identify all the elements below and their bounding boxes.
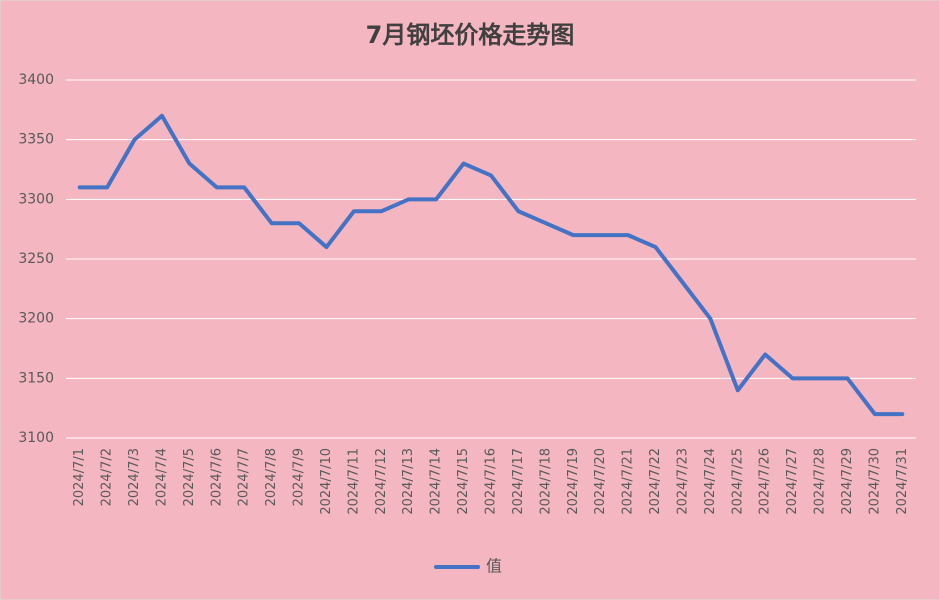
x-tick-label: 2024/7/24 (703, 448, 718, 515)
x-tick-label: 2024/7/25 (730, 448, 745, 515)
x-tick-label: 2024/7/11 (346, 448, 361, 515)
x-tick-label: 2024/7/5 (182, 448, 197, 506)
x-tick-label: 2024/7/14 (429, 448, 444, 515)
y-tick-label: 3200 (18, 311, 54, 327)
y-tick-label: 3150 (18, 370, 54, 386)
x-tick-label: 2024/7/8 (264, 448, 279, 506)
x-tick-label: 2024/7/23 (675, 448, 690, 515)
x-tick-label: 2024/7/6 (209, 448, 224, 506)
x-tick-label: 2024/7/4 (154, 448, 169, 506)
x-tick-label: 2024/7/13 (401, 448, 416, 515)
y-tick-label: 3100 (18, 430, 54, 446)
x-tick-label: 2024/7/18 (538, 448, 553, 515)
x-tick-label: 2024/7/9 (292, 448, 307, 506)
x-tick-label: 2024/7/26 (758, 448, 773, 515)
data-line (77, 113, 905, 417)
y-tick-label: 3250 (18, 251, 54, 267)
x-tick-label: 2024/7/3 (127, 448, 142, 506)
x-tick-label: 2024/7/20 (593, 448, 608, 515)
x-tick-label: 2024/7/16 (484, 448, 499, 515)
x-tick-label: 2024/7/22 (648, 448, 663, 515)
x-tick-label: 2024/7/27 (785, 448, 800, 515)
x-tick-label: 2024/7/10 (319, 448, 334, 515)
legend-label: 值 (486, 557, 502, 576)
x-tick-label: 2024/7/30 (867, 448, 882, 515)
x-tick-label: 2024/7/17 (511, 448, 526, 515)
y-tick-label: 3400 (18, 72, 54, 88)
x-tick-label: 2024/7/31 (895, 448, 910, 515)
x-tick-label: 2024/7/12 (374, 448, 389, 515)
x-tick-label: 2024/7/29 (840, 448, 855, 515)
x-tick-label: 2024/7/19 (566, 448, 581, 515)
chart-title: 7月钢坯价格走势图 (366, 21, 575, 49)
x-tick-label: 2024/7/7 (237, 448, 252, 506)
x-tick-label: 2024/7/21 (621, 448, 636, 515)
x-tick-label: 2024/7/15 (456, 448, 471, 515)
x-tick-label: 2024/7/2 (100, 448, 115, 506)
y-tick-label: 3350 (18, 132, 54, 148)
x-tick-label: 2024/7/28 (813, 448, 828, 515)
y-tick-label: 3300 (18, 191, 54, 207)
x-tick-label: 2024/7/1 (72, 448, 87, 506)
